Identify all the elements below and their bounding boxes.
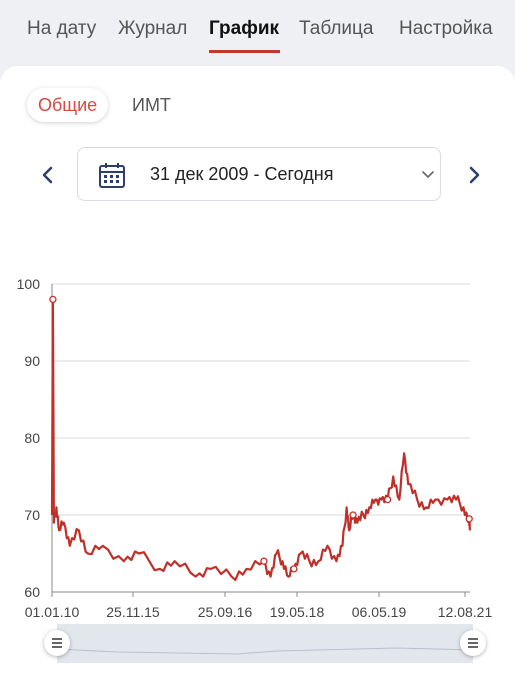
date-range-select[interactable]: 31 дек 2009 - Сегодня xyxy=(77,147,441,201)
x-tick-label: 12.08.21 xyxy=(438,604,493,620)
weight-chart[interactable]: 60 70 80 90 100 01.01.10 25.11.15 25.09.16 19.05… xyxy=(0,230,515,620)
x-tick-label: 06.05.19 xyxy=(352,604,407,620)
y-tick-label: 60 xyxy=(24,584,40,600)
weight-series-line xyxy=(50,298,472,581)
chevron-left-icon xyxy=(42,166,53,184)
x-tick-label: 25.11.15 xyxy=(106,604,160,620)
x-tick-label: 01.01.10 xyxy=(25,604,80,620)
prev-range-button[interactable] xyxy=(33,160,63,190)
range-navigator[interactable] xyxy=(56,624,474,663)
navigator-sparkline xyxy=(56,647,474,655)
subtab-bmi[interactable]: ИМТ xyxy=(132,95,171,115)
data-point-marker xyxy=(260,557,268,565)
tab-zhurnal[interactable]: Журнал xyxy=(118,18,188,39)
data-point-marker xyxy=(290,565,298,573)
data-point-marker xyxy=(349,511,357,519)
navigator-right-handle[interactable] xyxy=(460,630,486,656)
y-tick-label: 100 xyxy=(17,276,41,292)
data-point-marker xyxy=(49,295,57,304)
next-range-button[interactable] xyxy=(459,160,489,190)
tab-na-datu[interactable]: На дату xyxy=(27,18,97,39)
navigator-left-handle[interactable] xyxy=(44,630,70,656)
x-tick-label: 25.09.16 xyxy=(198,604,253,620)
chevron-right-icon xyxy=(469,166,480,184)
chevron-down-icon xyxy=(422,171,434,178)
subtab-general[interactable]: Общие xyxy=(27,88,109,122)
data-point-marker xyxy=(465,515,473,523)
tab-grafik[interactable]: График xyxy=(209,18,280,39)
y-tick-label: 70 xyxy=(24,507,40,523)
tab-tablica[interactable]: Таблица xyxy=(299,18,374,39)
tab-nastroyka[interactable]: Настройка xyxy=(399,18,493,39)
calendar-icon xyxy=(99,163,125,188)
y-tick-label: 80 xyxy=(24,430,40,446)
data-point-marker xyxy=(384,495,392,504)
y-tick-label: 90 xyxy=(24,353,40,369)
x-tick-label: 19.05.18 xyxy=(270,604,325,620)
active-tab-indicator xyxy=(209,50,280,53)
top-tab-bar: На дату Журнал График Таблица Настройка xyxy=(0,0,515,58)
date-range-label: 31 дек 2009 - Сегодня xyxy=(150,164,334,184)
